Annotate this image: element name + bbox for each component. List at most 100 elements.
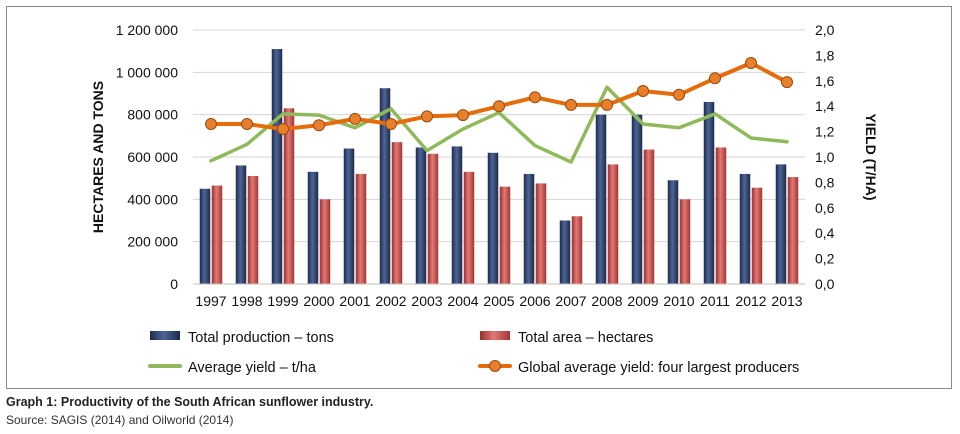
y-right-tick-label: 0,0	[815, 276, 835, 292]
production-bar	[703, 101, 715, 284]
area-bar	[427, 153, 439, 284]
area-bar	[499, 186, 511, 284]
x-tick-label: 2008	[591, 293, 622, 309]
x-tick-label: 2012	[735, 293, 766, 309]
legend: Total production – tons Total area – hect…	[148, 330, 799, 376]
x-tick-label: 2004	[447, 293, 478, 309]
production-bar	[307, 171, 319, 284]
area-bar	[463, 171, 475, 284]
global-yield-marker	[349, 112, 361, 125]
y-axis-right-title: YIELD (T/HA)	[863, 113, 879, 200]
global-yield-marker	[493, 100, 505, 113]
y-right-tick-label: 1,8	[815, 47, 835, 63]
x-tick-label: 2001	[339, 293, 370, 309]
global-yield-marker	[637, 84, 649, 97]
production-bar	[595, 114, 607, 285]
global-yield-marker	[601, 98, 613, 111]
x-tick-label: 2003	[411, 293, 442, 309]
global-yield-marker	[457, 109, 469, 122]
y-tick-label: 1 200 000	[116, 22, 178, 38]
area-bar	[751, 187, 763, 284]
area-bar	[391, 142, 403, 284]
global-yield-marker	[421, 110, 433, 123]
x-tick-label: 2011	[700, 293, 730, 309]
global-yield-marker	[709, 72, 721, 85]
x-tick-label: 1997	[195, 293, 226, 309]
area-bar	[247, 176, 259, 284]
y-right-tick-label: 0,2	[815, 251, 835, 267]
legend-label: Total production – tons	[188, 330, 334, 346]
x-tick-label: 2009	[627, 293, 658, 309]
production-bar	[559, 220, 571, 284]
legend-marker	[489, 360, 501, 372]
x-tick-label: 2000	[303, 293, 334, 309]
global-yield-marker	[241, 117, 253, 130]
global-yield-marker	[745, 57, 757, 70]
x-tick-label: 2002	[375, 293, 406, 309]
global-yield-marker	[313, 119, 325, 132]
legend-label: Average yield – t/ha	[188, 360, 317, 376]
axes: 0 200 000 400 000 600 000 800 000 1 000 000 1 …	[116, 22, 835, 309]
y-tick-label: 1 000 000	[116, 64, 178, 80]
production-bar	[775, 164, 787, 284]
y-right-tick-label: 1,6	[815, 73, 835, 89]
legend-swatch	[150, 331, 180, 340]
y-right-tick-label: 1,0	[815, 149, 835, 165]
y-tick-label: 600 000	[127, 149, 178, 165]
y-tick-label: 200 000	[127, 234, 178, 250]
x-tick-label: 2006	[519, 293, 550, 309]
area-bar	[535, 183, 547, 284]
x-tick-label: 1998	[231, 293, 262, 309]
x-tick-label: 2005	[483, 293, 514, 309]
y-right-tick-label: 1,2	[815, 124, 835, 140]
x-tick-label: 1999	[267, 293, 298, 309]
global-yield-marker	[205, 117, 217, 130]
global-yield-marker	[529, 91, 541, 104]
production-bar	[415, 147, 427, 284]
production-bar	[343, 148, 355, 284]
area-bar	[679, 199, 691, 284]
production-bar	[487, 152, 499, 284]
figure-source: Source: SAGIS (2014) and Oilworld (2014)	[6, 413, 234, 427]
y-right-tick-label: 2,0	[815, 22, 835, 38]
area-bar	[571, 216, 583, 284]
area-bar	[319, 199, 331, 284]
figure-caption: Graph 1: Productivity of the South Afric…	[6, 395, 374, 409]
area-bar	[355, 173, 367, 284]
production-bar	[739, 173, 751, 284]
production-bar	[271, 49, 283, 284]
y-right-tick-label: 0,4	[815, 225, 835, 241]
y-tick-label: 0	[170, 276, 178, 292]
area-bar	[787, 177, 799, 284]
global-yield-marker	[277, 123, 289, 136]
area-bar	[643, 149, 655, 284]
x-tick-label: 2013	[771, 293, 802, 309]
production-bar	[631, 114, 643, 285]
production-bar	[451, 146, 463, 284]
area-bar	[715, 147, 727, 284]
global-yield-marker	[673, 88, 685, 101]
y-right-tick-label: 0,6	[815, 200, 835, 216]
legend-swatch	[480, 331, 510, 340]
production-bar	[199, 188, 211, 284]
production-bar	[379, 88, 391, 284]
y-tick-label: 800 000	[127, 107, 178, 123]
legend-label: Global average yield: four largest produ…	[518, 360, 799, 376]
legend-label: Total area – hectares	[518, 330, 653, 346]
y-right-tick-label: 0,8	[815, 174, 835, 190]
x-tick-label: 2007	[555, 293, 586, 309]
y-tick-label: 400 000	[127, 191, 178, 207]
production-bar	[667, 180, 679, 284]
area-bar	[607, 164, 619, 284]
chart: 0 200 000 400 000 600 000 800 000 1 000 000 1 …	[90, 22, 879, 376]
y-axis-title: HECTARES AND TONS	[90, 81, 106, 233]
chart-frame	[6, 6, 952, 389]
production-bar	[235, 165, 247, 284]
area-bar	[283, 108, 295, 284]
production-bar	[523, 173, 535, 284]
global-yield-marker	[385, 117, 397, 130]
global-yield-marker	[781, 76, 793, 89]
bars	[199, 49, 799, 285]
area-bar	[211, 185, 223, 284]
average-yield-line	[209, 85, 789, 164]
